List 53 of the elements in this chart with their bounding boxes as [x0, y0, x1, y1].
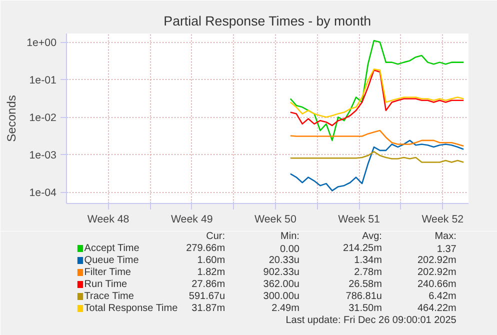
text: 27.86m — [192, 279, 226, 290]
text: Max: — [434, 231, 456, 242]
text: 26.58m — [348, 279, 382, 290]
text: Avg: — [362, 231, 382, 242]
x-tick-label: Week 48 — [87, 214, 130, 226]
text: 1.60m — [197, 255, 226, 266]
text: 202.92m — [417, 267, 456, 278]
y-tick-label: 1e-03 — [29, 150, 57, 162]
y-tick-label: 1e-01 — [29, 74, 57, 87]
line-series — [290, 130, 464, 147]
text: 464.22m — [417, 303, 456, 314]
chart-title: Partial Response Times - by month — [164, 14, 372, 28]
x-tick-label: Week 52 — [422, 214, 464, 226]
text: 902.33u — [263, 267, 300, 278]
text: 6.42m — [428, 291, 456, 302]
text: 214.25m — [343, 243, 382, 254]
y-axis-title: Seconds — [4, 95, 19, 142]
line-series — [290, 40, 464, 142]
y-tick-label: 1e-02 — [29, 112, 57, 124]
legend-label: Queue Time — [84, 255, 140, 266]
line-series — [290, 68, 464, 118]
text: 240.66m — [417, 279, 456, 290]
y-tick-label: 1e+00 — [26, 37, 57, 50]
text: Last update: Fri Dec 26 09:00:01 2025 — [286, 315, 457, 326]
legend-label: Accept Time — [84, 243, 140, 254]
text: Min: — [280, 231, 300, 242]
text: 202.92m — [417, 255, 456, 266]
line-series — [290, 69, 464, 126]
text: 300.00u — [263, 291, 300, 302]
text: 786.81u — [346, 291, 382, 302]
legend-label: Trace Time — [84, 291, 134, 302]
text: 31.50m — [348, 303, 382, 314]
y-tick-label: 1e-04 — [29, 187, 57, 200]
text: 279.66m — [186, 243, 226, 254]
text: 2.49m — [272, 303, 300, 314]
text: 1.82m — [197, 267, 226, 278]
x-tick-label: Week 49 — [170, 214, 213, 226]
text: 0.00 — [280, 244, 300, 255]
text: 362.00u — [263, 279, 300, 290]
line-series — [290, 140, 464, 192]
text: 1.37 — [436, 244, 457, 255]
legend-label: Total Response Time — [84, 303, 178, 314]
legend-label: Run Time — [84, 279, 128, 290]
x-tick-label: Week 51 — [338, 214, 380, 226]
x-tick-label: Week 50 — [254, 214, 296, 226]
text: 591.67u — [188, 291, 226, 302]
line-series — [290, 151, 464, 163]
text: 1.34m — [354, 255, 382, 266]
text: 31.87m — [192, 303, 226, 314]
text: 2.78m — [354, 267, 382, 278]
legend-label: Filter Time — [84, 267, 132, 278]
text: 20.33u — [268, 255, 300, 266]
text: Cur: — [206, 231, 226, 242]
